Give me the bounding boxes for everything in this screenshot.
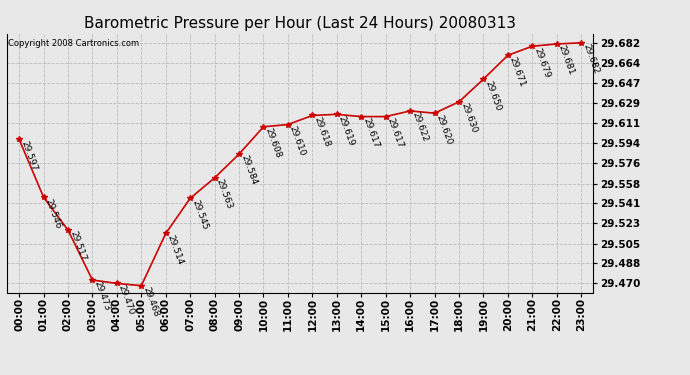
Text: Copyright 2008 Cartronics.com: Copyright 2008 Cartronics.com [8,39,139,48]
Text: 29.597: 29.597 [19,139,39,172]
Text: 29.546: 29.546 [43,197,63,230]
Text: 29.682: 29.682 [581,43,600,75]
Text: 29.671: 29.671 [508,55,527,88]
Text: 29.473: 29.473 [92,280,112,313]
Text: 29.620: 29.620 [435,113,454,146]
Text: 29.619: 29.619 [337,114,356,147]
Text: 29.468: 29.468 [141,286,161,318]
Text: 29.679: 29.679 [532,46,551,79]
Text: 29.470: 29.470 [117,284,136,316]
Text: 29.617: 29.617 [362,117,380,149]
Text: 29.584: 29.584 [239,154,258,187]
Text: 29.622: 29.622 [410,111,429,143]
Text: 29.618: 29.618 [313,116,332,148]
Text: 29.608: 29.608 [264,127,283,159]
Title: Barometric Pressure per Hour (Last 24 Hours) 20080313: Barometric Pressure per Hour (Last 24 Ho… [84,16,516,31]
Text: 29.517: 29.517 [68,230,87,263]
Text: 29.630: 29.630 [459,102,478,135]
Text: 29.681: 29.681 [557,44,576,76]
Text: 29.617: 29.617 [386,117,405,149]
Text: 29.650: 29.650 [484,79,502,112]
Text: 29.514: 29.514 [166,234,185,266]
Text: 29.563: 29.563 [215,178,234,210]
Text: 29.545: 29.545 [190,198,209,231]
Text: 29.610: 29.610 [288,124,307,157]
